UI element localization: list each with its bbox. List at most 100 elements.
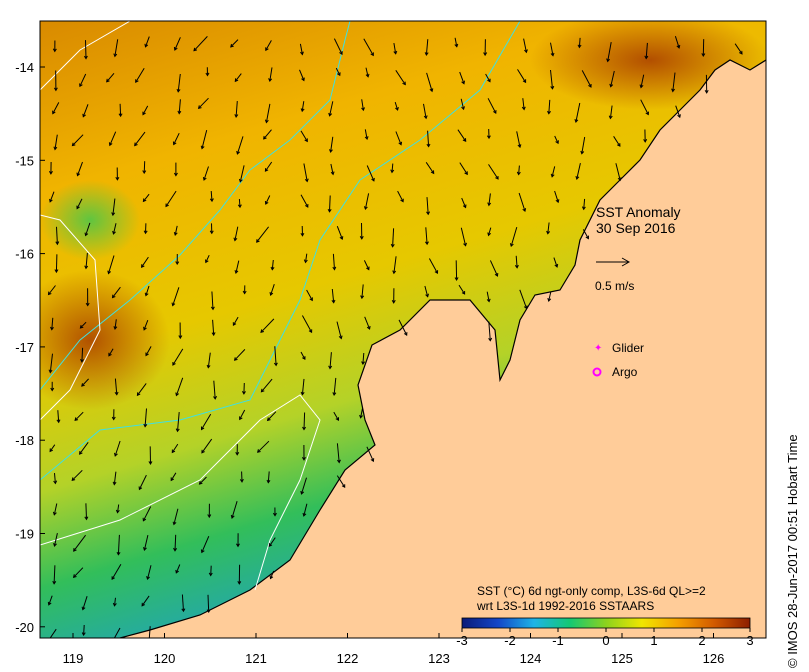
current-vector [239, 165, 245, 182]
current-vector [114, 378, 118, 395]
current-vector-head [270, 266, 275, 271]
current-vector [392, 228, 395, 247]
current-vector [270, 284, 275, 296]
current-vector-head [171, 449, 176, 454]
current-vector-head [370, 52, 374, 57]
current-vector-head [644, 55, 649, 60]
warm-anomaly-patch [40, 270, 170, 410]
colorbar-tick-label: -3 [456, 633, 468, 648]
current-vector [135, 67, 145, 83]
current-vector-head [106, 78, 110, 83]
colorbar-tick-label: 1 [650, 633, 657, 648]
current-vector [522, 98, 525, 110]
current-vector [79, 73, 87, 87]
lat-tick-label: -17 [15, 340, 34, 355]
current-vector [54, 134, 58, 150]
current-vector-head [464, 171, 468, 176]
current-vector-head [341, 484, 346, 489]
current-vector-head [52, 110, 56, 115]
current-vector-head [142, 517, 147, 522]
current-vector [336, 443, 340, 463]
current-vector-head [585, 235, 589, 240]
current-vector [516, 131, 521, 148]
current-vector [333, 377, 337, 396]
current-vector [301, 315, 313, 333]
current-vector-head [514, 264, 519, 269]
current-vector-head [574, 119, 579, 123]
current-vector-head [487, 78, 491, 83]
current-vector [82, 596, 88, 610]
current-vector-head [50, 326, 54, 331]
current-vector-head [264, 168, 269, 172]
current-vector-head [76, 205, 80, 210]
current-vector-head [332, 392, 337, 397]
current-vector-head [113, 53, 118, 58]
current-vector-head [111, 416, 116, 421]
current-vector [301, 477, 307, 495]
current-vector [485, 73, 491, 82]
current-vector-head [555, 140, 559, 145]
current-vector [175, 564, 181, 574]
current-vector-head [577, 44, 582, 49]
current-vector-head [49, 198, 53, 203]
current-vector-head [49, 448, 54, 453]
current-vector-head [173, 231, 178, 236]
current-vector [550, 42, 554, 56]
current-vector [460, 98, 465, 110]
current-vector-head [266, 417, 271, 422]
current-vector-head [300, 232, 305, 237]
current-vector-head [206, 609, 211, 614]
current-vector [236, 136, 244, 155]
current-vector-head [392, 270, 397, 275]
current-vector [57, 410, 60, 423]
current-vector [175, 377, 184, 396]
current-vector-head [143, 547, 147, 552]
current-vector [261, 378, 273, 393]
current-vector-head [84, 232, 89, 237]
current-vector-head [173, 172, 178, 177]
current-vector [85, 503, 87, 520]
current-vector-head [206, 364, 211, 369]
current-vector [674, 36, 680, 49]
current-vector [234, 73, 242, 82]
current-vector-head [172, 141, 177, 146]
current-vector-head [52, 511, 57, 516]
current-vector [554, 135, 559, 144]
cool-anomaly-patch [40, 180, 140, 260]
current-vector [335, 67, 341, 76]
current-vector-head [303, 259, 308, 264]
current-vector-head [359, 414, 363, 419]
current-vector-head [81, 606, 86, 611]
current-vector [457, 129, 467, 142]
current-vector [582, 229, 589, 239]
current-vector-head [517, 144, 522, 149]
current-vector-head [47, 291, 52, 296]
current-vector-head [234, 114, 239, 118]
current-vector [300, 351, 306, 360]
current-vector-head [53, 480, 58, 485]
current-vector-head [241, 391, 246, 395]
current-vector-head [208, 572, 213, 577]
current-vector-head [302, 426, 307, 431]
current-vector-head [172, 521, 177, 526]
current-vector [610, 70, 615, 87]
current-vector-head [424, 241, 429, 246]
current-vector [267, 471, 270, 483]
current-vector [232, 316, 239, 326]
current-vector [113, 627, 121, 638]
current-vector [113, 471, 117, 485]
current-vector-head [238, 178, 243, 183]
current-vector [108, 348, 114, 357]
current-vector [77, 161, 83, 176]
current-vector [364, 129, 368, 140]
current-vector [181, 594, 184, 612]
current-vector [395, 131, 402, 145]
current-vector-head [198, 480, 203, 485]
current-vector [362, 352, 365, 365]
current-vector-head [639, 84, 644, 89]
current-vector [81, 378, 89, 387]
current-vector-head [509, 243, 514, 248]
map-frame [39, 20, 767, 639]
current-vector-head [111, 294, 116, 299]
current-vector-head [201, 426, 205, 431]
